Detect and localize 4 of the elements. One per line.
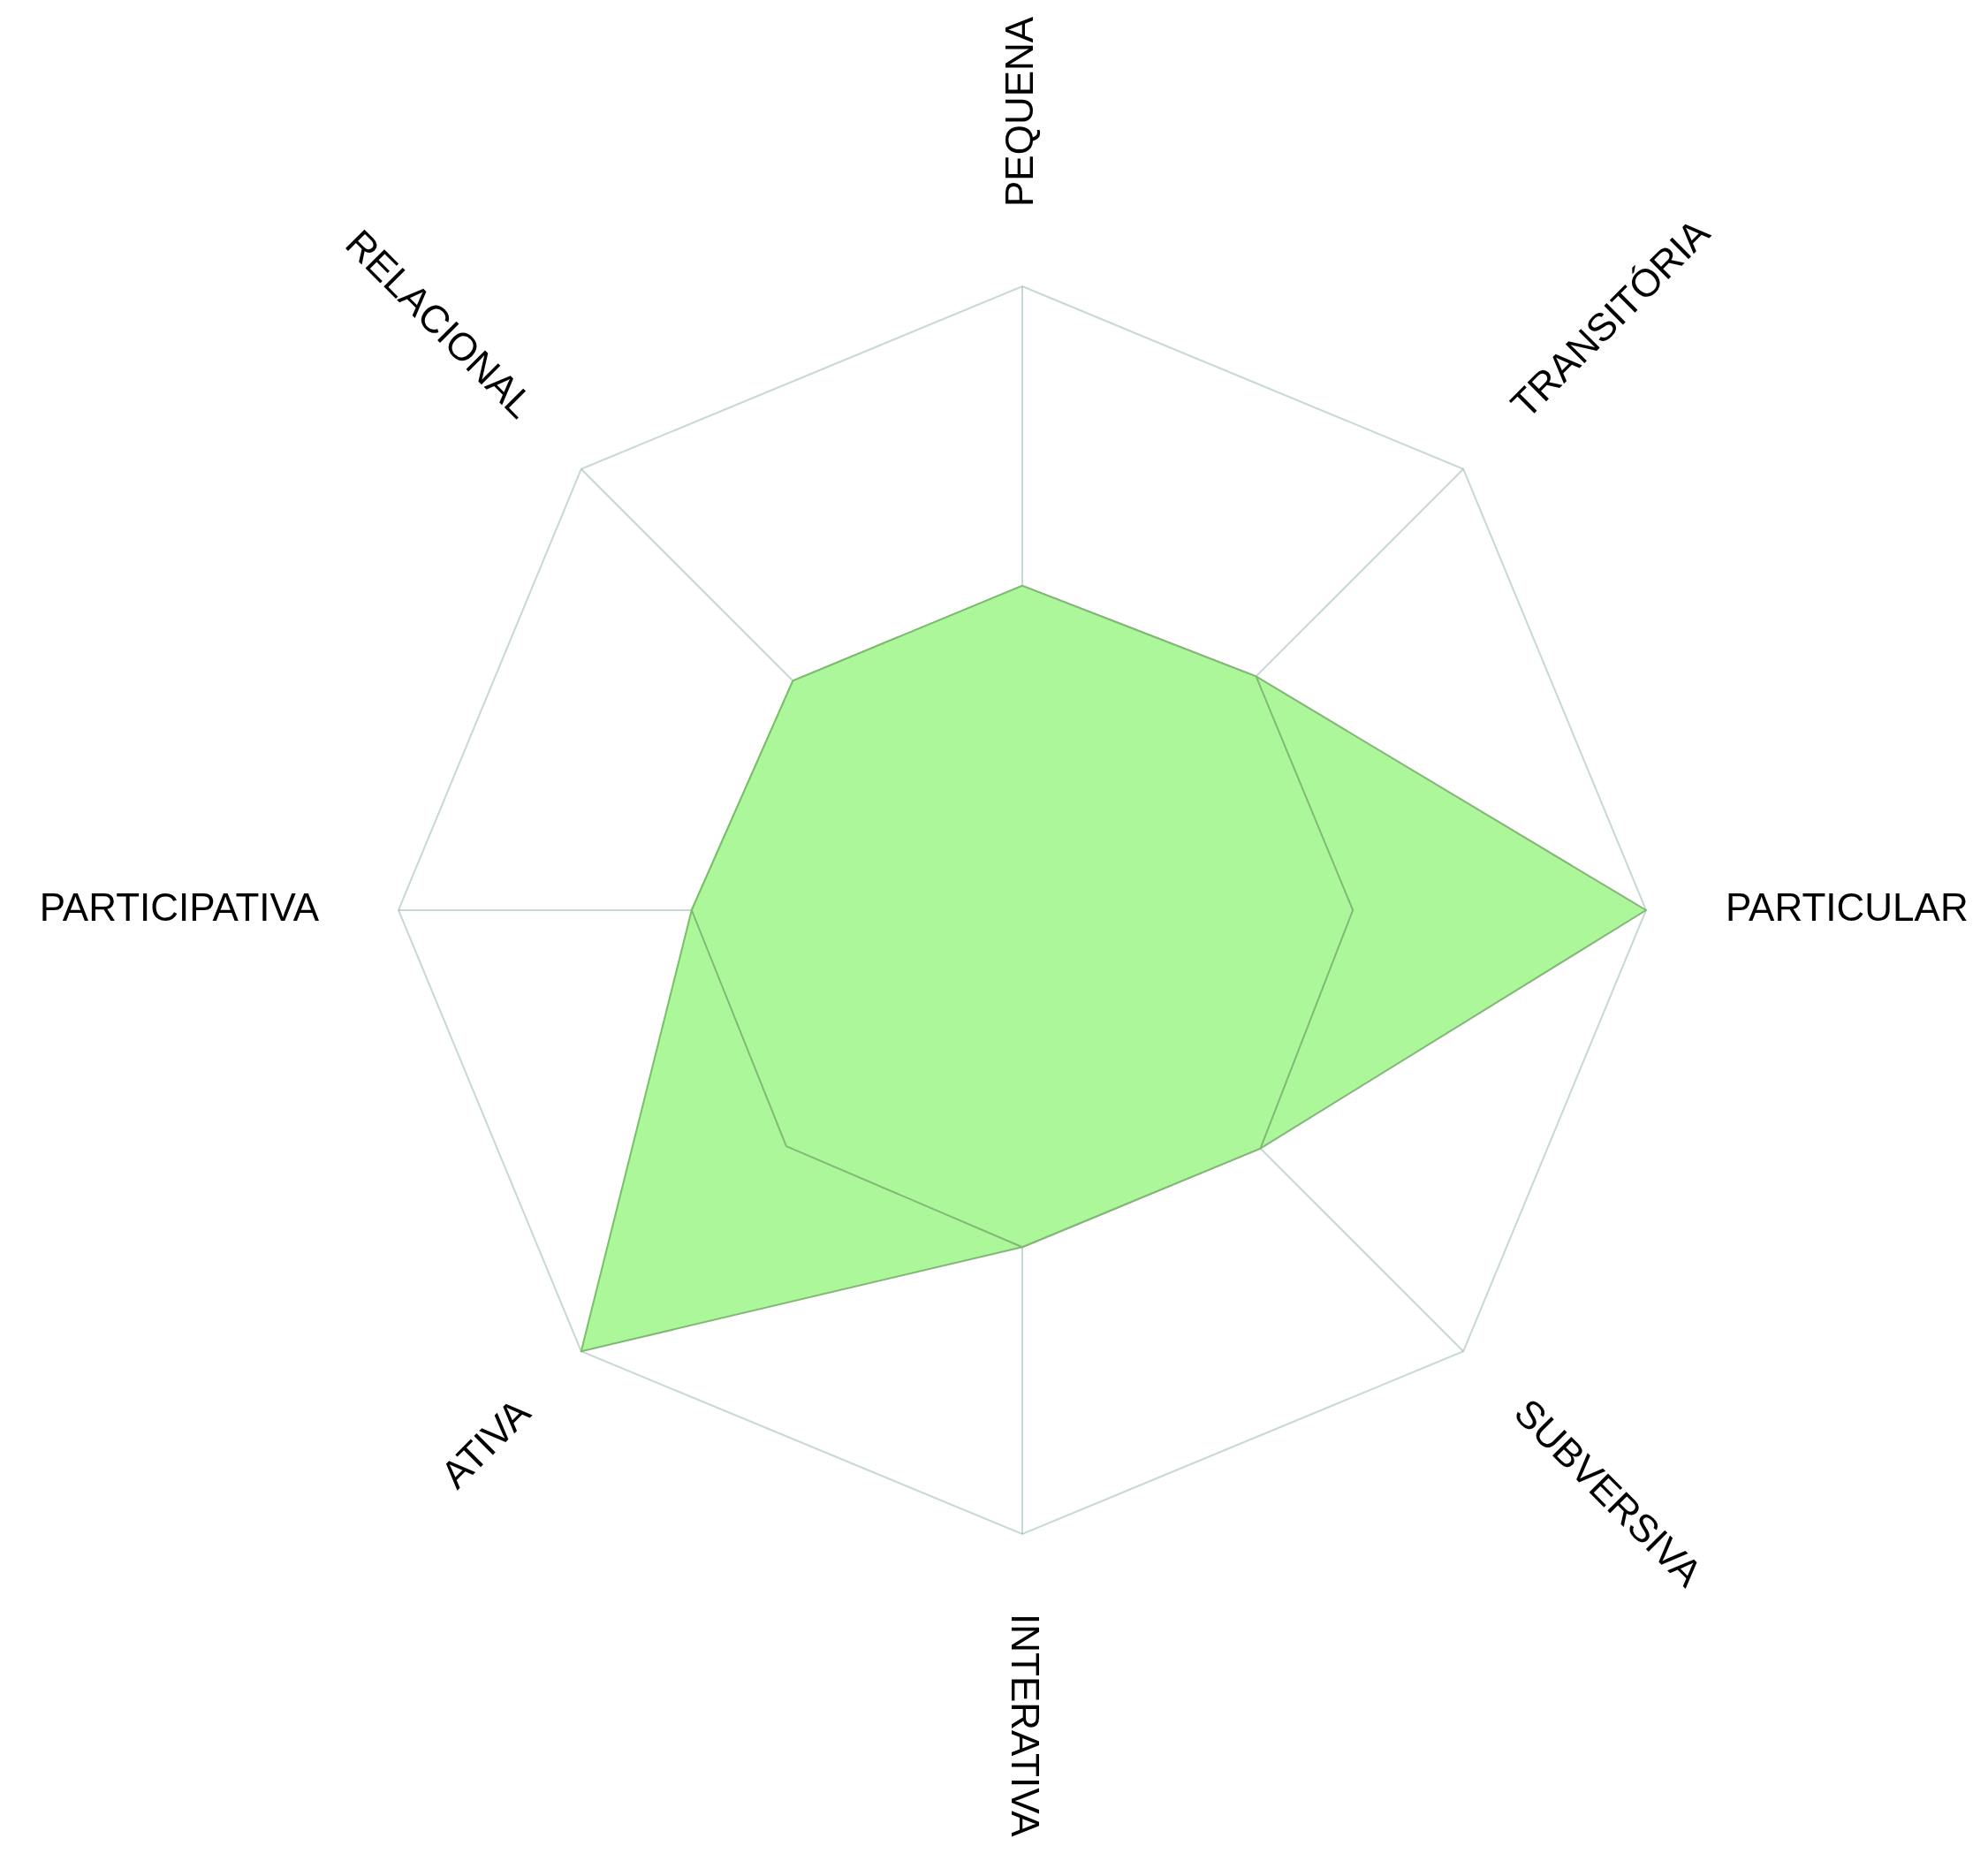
spoke-label: PARTICULAR [1726,885,1969,930]
spoke-label: INTERATIVA [1003,1614,1047,1838]
spoke-label: PARTICIPATIVA [39,885,320,930]
spoke-label: PEQUENA [998,16,1042,207]
